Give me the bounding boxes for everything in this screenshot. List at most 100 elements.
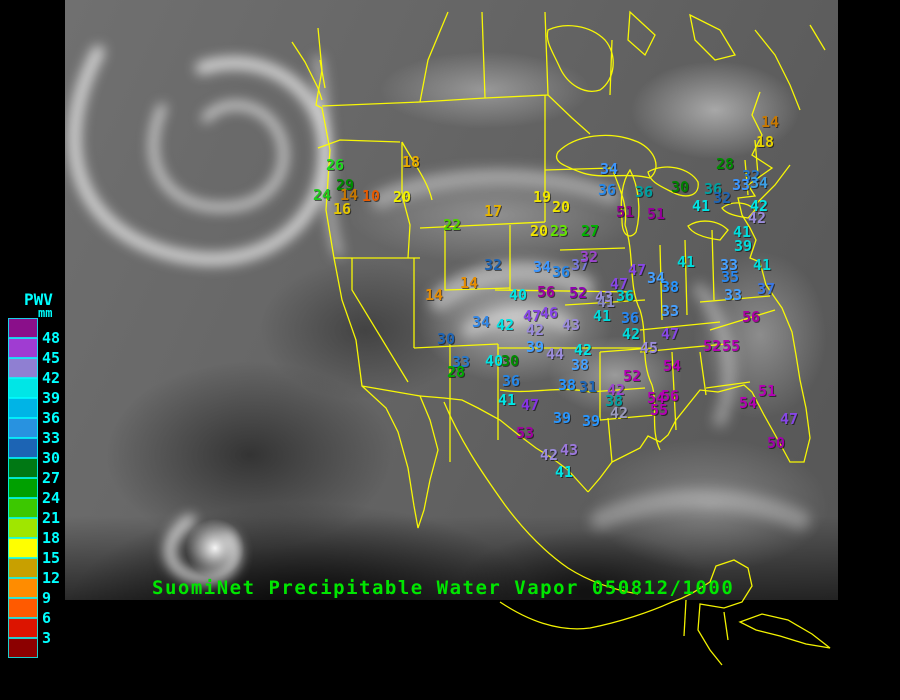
station-value: 47: [523, 307, 542, 325]
station-value: 22: [443, 216, 462, 234]
legend-swatch: [8, 618, 38, 638]
legend-label: 3: [42, 629, 52, 647]
station-value: 32: [484, 256, 503, 274]
station-value: 34: [472, 313, 491, 331]
station-value: 36: [704, 180, 723, 198]
legend-swatch: [8, 398, 38, 418]
station-value: 43: [560, 441, 579, 459]
station-value: 33: [724, 286, 743, 304]
station-value: 53: [516, 424, 535, 442]
station-value: 20: [530, 222, 549, 240]
station-value: 26: [326, 156, 345, 174]
station-value: 41: [677, 253, 696, 271]
station-value: 54: [663, 357, 682, 375]
station-value: 41: [753, 256, 772, 274]
station-value: 47: [780, 410, 799, 428]
station-value: 19: [533, 188, 552, 206]
station-value: 32: [713, 189, 732, 207]
station-value: 29: [336, 176, 355, 194]
station-value: 24: [313, 186, 332, 204]
station-value: 47: [661, 325, 680, 343]
legend-label: 33: [42, 429, 61, 447]
station-value: 34: [600, 160, 619, 178]
station-value: 18: [756, 133, 775, 151]
station-value: 52: [623, 367, 642, 385]
legend-unit: mm: [38, 306, 53, 320]
station-value: 39: [553, 409, 572, 427]
station-value: 46: [540, 304, 559, 322]
legend-label: 48: [42, 329, 61, 347]
legend-label: 45: [42, 349, 61, 367]
station-value: 55: [722, 337, 741, 355]
satellite-image: [65, 0, 838, 600]
station-value: 40: [509, 286, 528, 304]
station-value: 14: [340, 186, 359, 204]
station-value: 54: [739, 394, 758, 412]
station-value: 20: [552, 198, 571, 216]
legend-label: 18: [42, 529, 61, 547]
legend-swatch: [8, 438, 38, 458]
station-value: 56: [537, 283, 556, 301]
station-value: 20: [393, 188, 412, 206]
station-value: 56: [661, 387, 680, 405]
station-value: 43: [595, 288, 614, 306]
station-value: 50: [767, 434, 786, 452]
station-value: 36: [502, 372, 521, 390]
station-value: 41: [555, 463, 574, 481]
legend-label: 27: [42, 469, 61, 487]
station-value: 33: [720, 256, 739, 274]
legend-swatch: [8, 578, 38, 598]
station-value: 52: [569, 284, 588, 302]
legend-swatch: [8, 598, 38, 618]
station-value: 38: [571, 356, 590, 374]
legend-swatch: [8, 378, 38, 398]
legend-swatch: [8, 538, 38, 558]
station-value: 34: [647, 269, 666, 287]
station-value: 38: [661, 278, 680, 296]
legend-label: 30: [42, 449, 61, 467]
station-value: 10: [362, 187, 381, 205]
station-value: 54: [647, 389, 666, 407]
station-value: 56: [742, 308, 761, 326]
station-value: 43: [562, 316, 581, 334]
station-value: 14: [761, 113, 780, 131]
station-value: 32: [580, 248, 599, 266]
station-value: 27: [581, 222, 600, 240]
station-value: 42: [750, 197, 769, 215]
station-value: 51: [758, 382, 777, 400]
station-value: 36: [621, 309, 640, 327]
station-value: 34: [533, 258, 552, 276]
station-value: 31: [579, 378, 598, 396]
station-value: 41: [593, 307, 612, 325]
station-value: 47: [610, 275, 629, 293]
station-value: 40: [485, 352, 504, 370]
station-value: 41: [498, 391, 517, 409]
station-value: 18: [402, 153, 421, 171]
station-value: 37: [571, 256, 590, 274]
legend-label: 12: [42, 569, 61, 587]
legend-title: PWV: [24, 290, 53, 309]
station-value: 41: [733, 223, 752, 241]
station-value: 42: [574, 341, 593, 359]
station-value: 30: [671, 178, 690, 196]
station-value: 47: [628, 261, 647, 279]
legend-label: 21: [42, 509, 61, 527]
station-value: 44: [546, 345, 565, 363]
station-value: 33: [452, 353, 471, 371]
legend-swatch: [8, 558, 38, 578]
station-value: 35: [721, 268, 740, 286]
station-value: 33: [732, 176, 751, 194]
legend-swatch: [8, 358, 38, 378]
station-value: 36: [635, 183, 654, 201]
legend-swatch: [8, 498, 38, 518]
station-value: 36: [598, 181, 617, 199]
station-value: 32: [742, 167, 761, 185]
station-value: 42: [610, 404, 629, 422]
legend-swatch: [8, 518, 38, 538]
legend-swatch: [8, 458, 38, 478]
legend-label: 36: [42, 409, 61, 427]
station-value: 41: [597, 293, 616, 311]
station-value: 42: [622, 325, 641, 343]
legend-swatch: [8, 338, 38, 358]
